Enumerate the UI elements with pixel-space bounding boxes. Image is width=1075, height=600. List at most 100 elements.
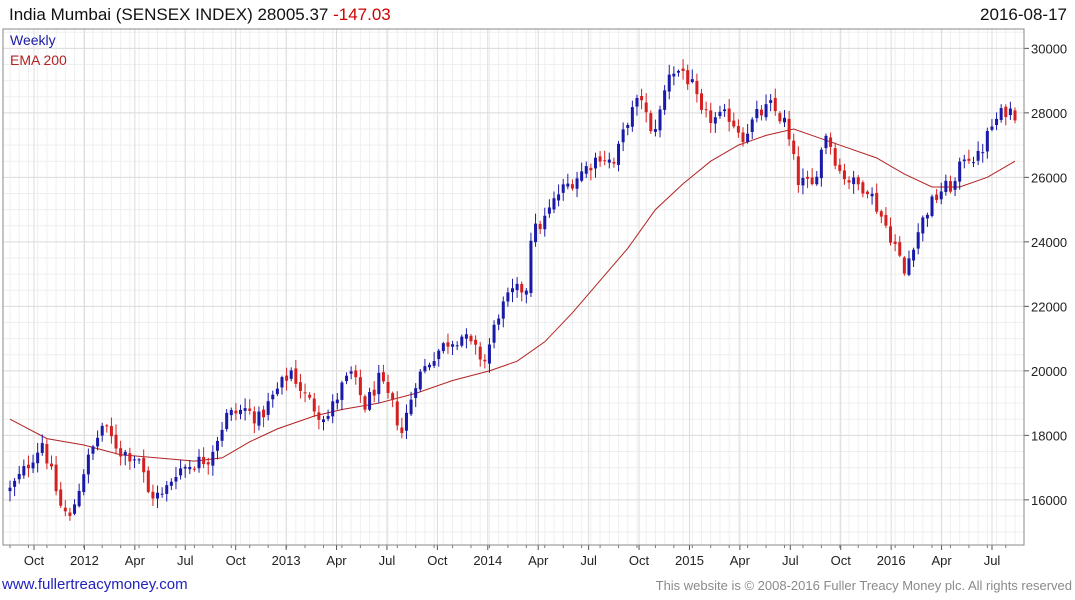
website-link[interactable]: www.fullertreacymoney.com bbox=[2, 576, 188, 593]
candle-body bbox=[676, 70, 680, 73]
candle-body bbox=[45, 443, 49, 464]
y-tick-label: 26000 bbox=[1031, 170, 1067, 185]
candle-body bbox=[243, 408, 247, 411]
candle-body bbox=[704, 109, 708, 111]
candle-body bbox=[921, 217, 925, 234]
candle-body bbox=[229, 410, 233, 416]
candle-body bbox=[156, 492, 160, 499]
candle-body bbox=[653, 129, 657, 132]
candle-body bbox=[580, 171, 584, 181]
candles-layer bbox=[8, 59, 1017, 521]
candle-body bbox=[690, 79, 694, 83]
title-text: India Mumbai (SENSEX INDEX) 28005.37 bbox=[9, 5, 329, 24]
candle-body bbox=[570, 184, 574, 189]
candle-body bbox=[464, 334, 468, 339]
candle-body bbox=[358, 377, 362, 396]
x-tick-label: Jul bbox=[379, 553, 396, 568]
candle-body bbox=[787, 118, 791, 140]
candle-body bbox=[400, 427, 404, 434]
candle-body bbox=[451, 344, 455, 347]
candle-body bbox=[497, 318, 501, 325]
x-tick-label: Apr bbox=[931, 553, 952, 568]
candle-body bbox=[593, 157, 597, 169]
x-tick-label: Oct bbox=[427, 553, 448, 568]
candle-body bbox=[806, 176, 810, 179]
candle-body bbox=[188, 466, 192, 470]
candle-body bbox=[732, 120, 736, 127]
candle-body bbox=[91, 446, 95, 454]
candle-body bbox=[893, 241, 897, 244]
y-tick-label: 16000 bbox=[1031, 493, 1067, 508]
candle-body bbox=[792, 140, 796, 155]
candle-body bbox=[824, 135, 828, 149]
candle-body bbox=[999, 108, 1003, 120]
candle-body bbox=[54, 464, 58, 492]
x-tick-label: Oct bbox=[831, 553, 852, 568]
candle-body bbox=[852, 177, 856, 185]
candle-body bbox=[109, 426, 113, 437]
candle-body bbox=[165, 485, 169, 494]
candle-body bbox=[607, 159, 611, 163]
candle-body bbox=[234, 410, 238, 414]
y-tick-label: 22000 bbox=[1031, 299, 1067, 314]
candle-body bbox=[257, 411, 261, 426]
candle-body bbox=[418, 371, 422, 390]
candle-body bbox=[778, 113, 782, 122]
candle-body bbox=[40, 443, 44, 453]
candle-body bbox=[520, 284, 524, 293]
candle-body bbox=[31, 462, 35, 469]
change-value: -147.03 bbox=[333, 5, 391, 24]
x-tick-label: Oct bbox=[226, 553, 247, 568]
x-tick-label: 2015 bbox=[675, 553, 704, 568]
candle-body bbox=[833, 148, 837, 166]
candle-body bbox=[782, 117, 786, 123]
candle-body bbox=[912, 249, 916, 261]
candle-body bbox=[331, 401, 335, 417]
candle-body bbox=[672, 73, 676, 77]
candle-body bbox=[962, 159, 966, 162]
candle-body bbox=[474, 339, 478, 345]
candle-body bbox=[723, 109, 727, 112]
candle-body bbox=[709, 110, 713, 123]
candle-body bbox=[239, 409, 243, 415]
x-tick-label: Jul bbox=[177, 553, 194, 568]
candle-body bbox=[423, 366, 427, 372]
candle-body bbox=[326, 416, 330, 419]
candle-body bbox=[1013, 110, 1017, 121]
candle-body bbox=[77, 490, 81, 507]
candle-body bbox=[547, 207, 551, 214]
candle-body bbox=[8, 487, 12, 492]
candle-body bbox=[621, 129, 625, 143]
candle-body bbox=[349, 371, 353, 374]
candle-body bbox=[211, 451, 215, 466]
x-tick-label: Apr bbox=[125, 553, 146, 568]
candle-body bbox=[372, 389, 376, 396]
candle-body bbox=[432, 361, 436, 366]
candle-body bbox=[524, 290, 528, 295]
x-axis: Oct 2012 Apr Jul Oct 2013 Apr Jul Oct 2014 Apr Jul O… bbox=[9, 545, 1007, 568]
candle-body bbox=[603, 160, 607, 162]
candle-body bbox=[49, 463, 53, 467]
candle-body bbox=[681, 68, 685, 71]
x-tick-label: 2013 bbox=[272, 553, 301, 568]
y-tick-label: 20000 bbox=[1031, 364, 1067, 379]
candle-body bbox=[68, 512, 72, 516]
candle-body bbox=[280, 377, 284, 388]
candle-body bbox=[1008, 108, 1012, 116]
candle-body bbox=[819, 149, 823, 179]
candle-body bbox=[128, 453, 132, 462]
candle-body bbox=[589, 167, 593, 171]
candle-body bbox=[575, 178, 579, 189]
candle-body bbox=[948, 181, 952, 192]
candle-body bbox=[663, 90, 667, 110]
candle-body bbox=[870, 193, 874, 197]
candle-body bbox=[469, 335, 473, 342]
candle-body bbox=[354, 370, 358, 378]
candle-body bbox=[930, 196, 934, 216]
x-tick-label: Apr bbox=[528, 553, 549, 568]
candle-body bbox=[829, 137, 833, 147]
legend-weekly: Weekly bbox=[10, 32, 56, 48]
candle-body bbox=[879, 211, 883, 217]
candle-body bbox=[907, 258, 911, 275]
y-tick-label: 30000 bbox=[1031, 41, 1067, 56]
